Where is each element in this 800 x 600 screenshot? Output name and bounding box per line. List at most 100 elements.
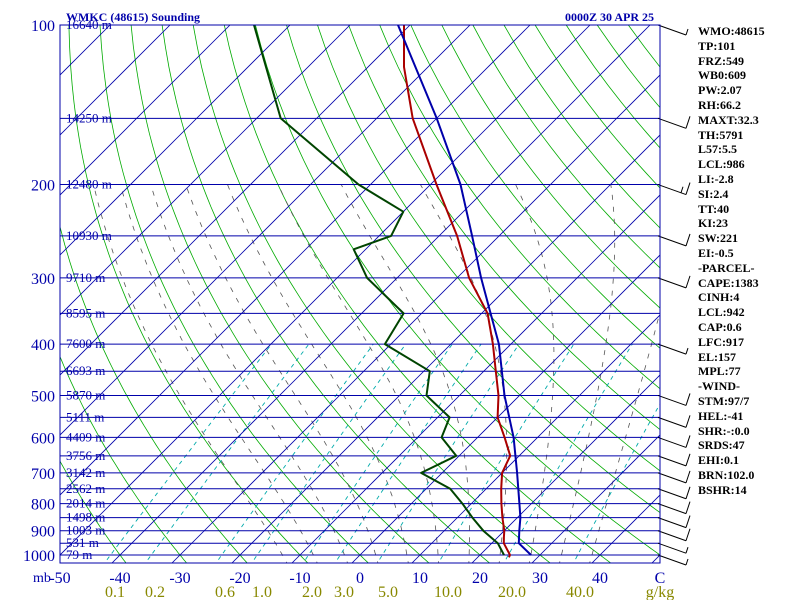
mixing-ratio-tick-label: 0.2 <box>145 584 165 600</box>
sounding-index-item: MAXT:32.3 <box>698 112 759 127</box>
dry-adiabat-line <box>534 25 660 189</box>
height-label: 5870 m <box>66 387 105 402</box>
dry-adiabat-line <box>348 25 660 431</box>
dry-adiabat-line <box>60 460 127 563</box>
dry-adiabat-line <box>410 25 660 349</box>
mixing-ratio-line <box>503 343 633 563</box>
isotherm-line <box>60 25 531 496</box>
isotherm-line <box>171 74 660 563</box>
dewpoint-trace <box>253 25 505 556</box>
wind-barb <box>657 116 691 129</box>
moist-adiabat-line <box>150 184 348 563</box>
mixing-ratio-line <box>302 343 453 563</box>
height-label: 3756 m <box>66 448 105 463</box>
isotherm-line <box>60 25 591 556</box>
mixing-ratio-line <box>572 403 660 563</box>
dry-adiabat-line <box>99 25 369 563</box>
temperature-trace <box>403 25 512 558</box>
isotherm-line <box>60 25 351 316</box>
wind-barb <box>657 393 691 406</box>
height-label: 9710 m <box>66 270 105 285</box>
mixing-ratio-tick-label: 20.0 <box>498 584 526 600</box>
sounding-index-item: WB0:609 <box>698 68 746 83</box>
sounding-index-item: TT:40 <box>698 201 730 216</box>
dry-adiabat-line <box>379 25 660 390</box>
mixing-ratio-line <box>215 343 374 563</box>
mixing-ratio-tick-label: 40.0 <box>566 584 594 600</box>
dry-adiabat-line <box>286 25 660 514</box>
height-label: 14250 m <box>66 110 112 125</box>
dry-adiabat-line <box>255 25 660 556</box>
wind-barb <box>657 453 691 467</box>
mixing-ratio-line <box>334 343 482 563</box>
y-axis-unit-label: mb <box>33 571 51 586</box>
mixing-ratio-line <box>144 343 310 563</box>
temperature-tick-label: -20 <box>229 570 250 587</box>
temperature-tick-label: -50 <box>49 570 70 587</box>
isotherm-line <box>531 434 660 563</box>
sounding-traces <box>253 25 532 558</box>
moist-adiabat-line <box>185 184 379 563</box>
sounding-index-item: CAPE:1383 <box>698 275 759 290</box>
dry-adiabat-line <box>192 25 551 563</box>
isotherms <box>0 13 660 566</box>
height-label: 12480 m <box>66 177 112 192</box>
height-label: 2562 m <box>66 481 105 496</box>
sounding-index-item: -PARCEL- <box>698 260 755 275</box>
dry-adiabats <box>60 25 660 563</box>
height-label: 7600 m <box>66 336 105 351</box>
isotherm-line <box>60 25 291 256</box>
isotherm-line <box>411 314 660 563</box>
sounding-index-item: KI:23 <box>698 216 728 231</box>
temperature-tick-label: 10 <box>412 570 428 587</box>
pressure-tick-label: 300 <box>31 271 55 288</box>
moist-adiabats <box>93 184 660 563</box>
isotherm-line <box>471 374 660 563</box>
wind-barbs <box>657 24 691 566</box>
isotherm-line <box>231 134 660 563</box>
temperature-tick-label: -40 <box>109 570 130 587</box>
pressure-tick-label: 800 <box>31 497 55 514</box>
sounding-index-item: SHR:-:0.0 <box>698 423 750 438</box>
sounding-index-item: EI:-0.5 <box>698 246 734 260</box>
temperature-tick-label: -10 <box>289 570 310 587</box>
mixing-ratio-tick-label: 5.0 <box>378 584 398 600</box>
plot-frame <box>59 24 661 564</box>
mixing-ratio-line <box>103 343 272 563</box>
mixing-ratio-tick-label: 2.0 <box>302 584 322 600</box>
chart-title: WMKC (48615) Sounding <box>66 10 200 24</box>
sounding-index-item: SRDS:47 <box>698 438 745 453</box>
sounding-index-item: TP:101 <box>698 38 736 53</box>
sounding-index-item: EHI:0.1 <box>698 453 740 468</box>
mixing-ratio-line <box>437 343 575 563</box>
isobars <box>60 24 660 556</box>
sounding-index-item: PW:2.07 <box>698 83 742 98</box>
isotherm-line <box>351 254 660 563</box>
moist-adiabat-line <box>120 184 318 563</box>
sounding-index-item: WMO:48615 <box>698 24 765 38</box>
isotherm-line <box>60 25 471 436</box>
dry-adiabat-line <box>223 25 612 563</box>
sounding-index-item: LFC:917 <box>698 334 744 349</box>
temperature-tick-label: 20 <box>472 570 488 587</box>
pressure-tick-label: 200 <box>31 178 55 195</box>
dry-adiabat-line <box>60 355 188 563</box>
mixing-ratio-unit-label: g/kg <box>646 584 674 600</box>
mixing-ratio-tick-label: 3.0 <box>334 584 354 600</box>
wind-barb <box>657 470 691 484</box>
sounding-index-item: LCL:942 <box>698 305 745 320</box>
sounding-index-item: CAP:0.6 <box>698 320 742 334</box>
pressure-tick-label: 500 <box>31 388 55 405</box>
sounding-index-item: RH:66.2 <box>698 98 741 112</box>
height-label: 1003 m <box>66 523 105 538</box>
mixing-ratio-tick-label: 0.6 <box>215 584 235 600</box>
moist-adiabat-line <box>589 310 660 563</box>
isotherm-line <box>0 13 2 566</box>
moist-adiabat-line <box>227 184 409 563</box>
temperature-tick-label: 30 <box>532 570 548 587</box>
sounding-index-item: MPL:77 <box>698 364 741 379</box>
mixing-ratio-tick-label: 0.1 <box>105 584 125 600</box>
sounding-index-item: SW:221 <box>698 231 739 246</box>
